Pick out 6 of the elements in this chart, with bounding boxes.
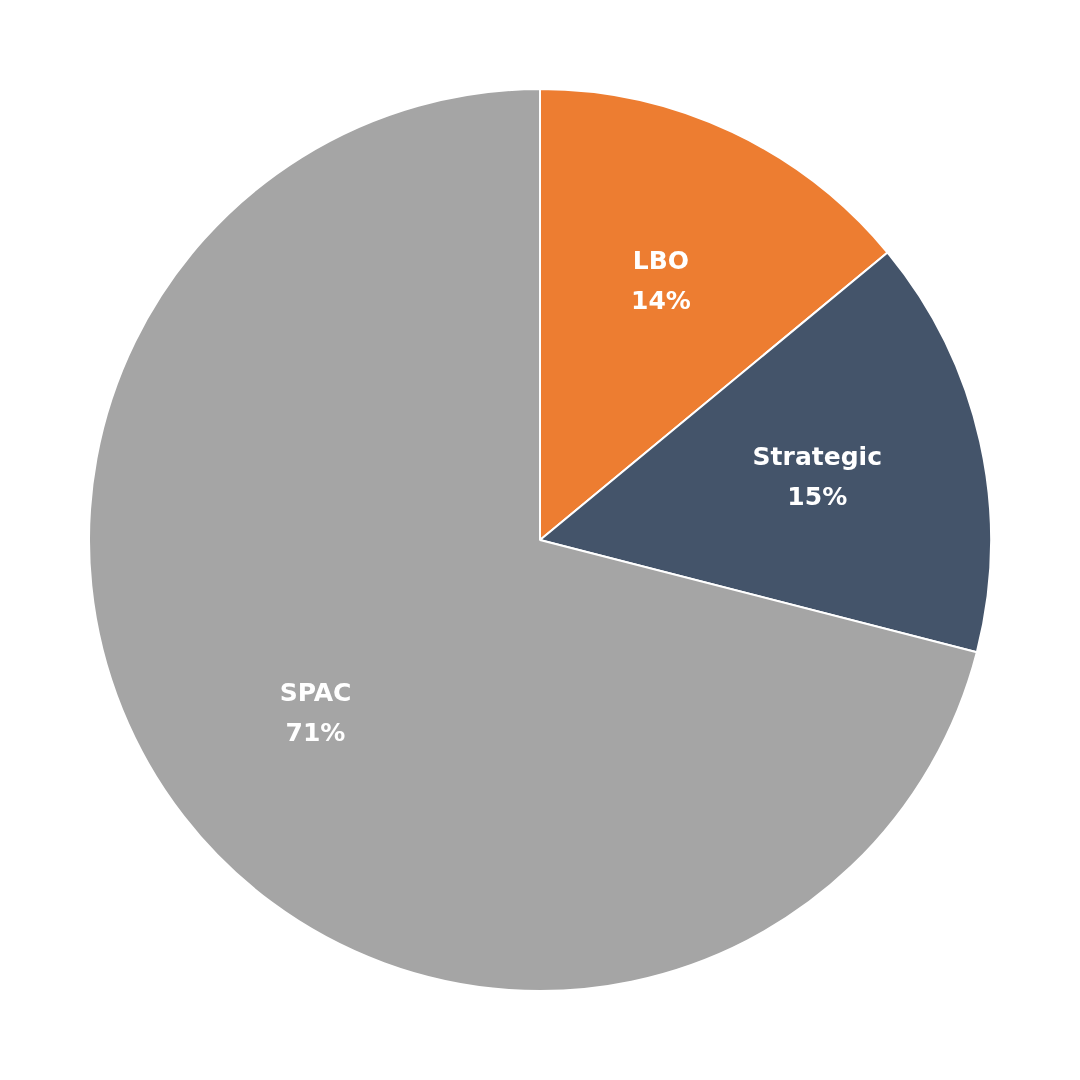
data-label: 15% [787,481,848,511]
slice-label: SPAC [279,677,352,707]
slice-label: LBO [632,246,690,276]
data-label: 14% [631,286,691,316]
slice-label: Strategic [752,441,882,471]
data-label: 71% [285,717,346,747]
